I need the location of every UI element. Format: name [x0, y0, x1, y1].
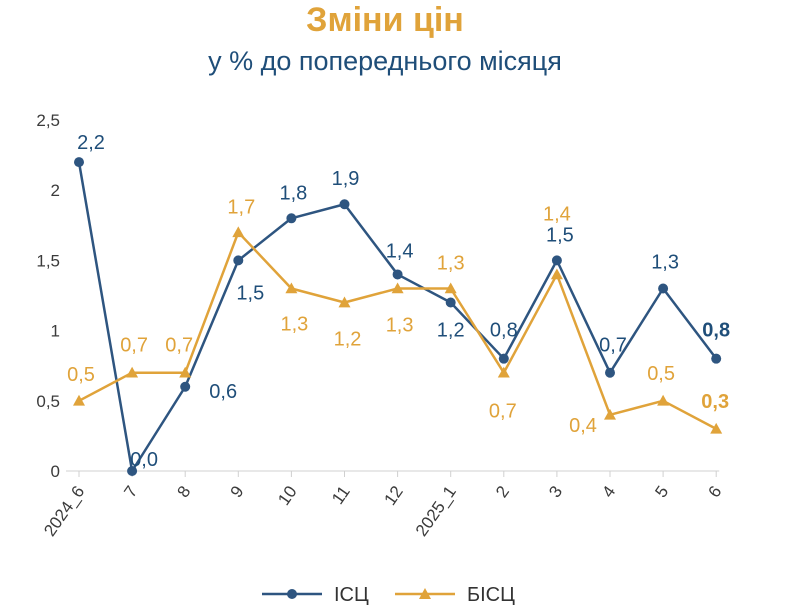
- bisc-point: [444, 282, 457, 294]
- isc-data-label: 0,0: [130, 449, 158, 471]
- bisc-data-label: 0,3: [701, 391, 729, 413]
- legend-isc-label: ІСЦ: [334, 584, 369, 606]
- y-tick-label: 2: [51, 181, 60, 200]
- bisc-point: [657, 394, 670, 406]
- bisc-point: [550, 268, 563, 280]
- legend-bisc-marker: [419, 588, 431, 599]
- bisc-data-label: 0,7: [489, 401, 517, 423]
- legend-isc-marker: [287, 589, 297, 599]
- x-tick-label: 9: [227, 482, 248, 501]
- bisc-point: [285, 282, 298, 294]
- bisc-point: [710, 422, 723, 434]
- bisc-point: [497, 366, 510, 378]
- isc-data-label: 0,8: [702, 320, 730, 342]
- isc-data-label: 0,8: [490, 320, 518, 342]
- isc-point: [286, 213, 297, 224]
- y-tick-label: 1: [51, 322, 60, 341]
- data-labels: 2,2 0,0 0,6 1,5 1,8 1,9 1,4 1,2 0,8 1,5 0,7 1,3 0,8 0…: [67, 132, 730, 471]
- isc-data-label: 1,4: [386, 240, 414, 262]
- x-tick-label: 2024_6: [40, 482, 88, 539]
- bisc-point: [179, 366, 192, 378]
- isc-point: [605, 367, 615, 378]
- isc-point: [445, 297, 456, 308]
- x-tick-label: 6: [704, 482, 725, 501]
- chart-title: Зміни цін: [306, 1, 464, 39]
- x-tick-label: 2: [492, 482, 513, 501]
- y-tick-label: 2,5: [36, 111, 60, 130]
- series-markers: [73, 157, 723, 476]
- bisc-point: [338, 296, 351, 308]
- isc-point: [339, 199, 350, 210]
- bisc-data-label: 0,7: [120, 335, 148, 357]
- isc-point: [711, 353, 722, 364]
- isc-point: [392, 269, 403, 280]
- y-tick-label: 1,5: [36, 251, 60, 270]
- x-tick-label: 12: [380, 482, 406, 508]
- x-tick-label: 2025_1: [412, 482, 460, 539]
- bisc-point: [73, 394, 85, 406]
- isc-data-label: 2,2: [77, 132, 105, 154]
- bisc-data-label: 1,3: [280, 313, 308, 335]
- x-tick-label: 4: [598, 482, 619, 501]
- isc-point: [74, 157, 84, 168]
- isc-data-label: 0,7: [599, 335, 627, 357]
- bisc-data-label: 1,3: [386, 314, 414, 336]
- bisc-data-label: 0,5: [67, 364, 95, 386]
- bisc-data-label: 0,7: [165, 335, 193, 357]
- x-tick-label: 11: [328, 482, 354, 507]
- isc-point: [233, 255, 244, 266]
- x-tick-label: 8: [173, 482, 194, 501]
- bisc-point: [126, 366, 139, 378]
- isc-point: [180, 381, 191, 392]
- x-tick-label: 5: [651, 482, 672, 501]
- isc-data-label: 1,8: [279, 182, 307, 204]
- bisc-data-label: 0,5: [647, 363, 675, 385]
- y-tick-label: 0,5: [36, 392, 60, 411]
- x-tick-label: 10: [274, 482, 300, 508]
- bisc-data-label: 0,4: [569, 415, 597, 437]
- isc-point: [658, 283, 669, 294]
- isc-point: [127, 466, 138, 476]
- isc-data-label: 1,9: [332, 168, 360, 190]
- bisc-point: [391, 282, 404, 294]
- chart-subtitle: у % до попереднього місяця: [208, 46, 562, 76]
- x-tick-label: 3: [545, 482, 566, 501]
- x-tick-label: 7: [120, 482, 141, 501]
- bisc-data-label: 1,7: [227, 196, 255, 218]
- bisc-data-label: 1,3: [437, 252, 465, 274]
- legend-bisc-label: БІСЦ: [467, 584, 515, 606]
- isc-point: [551, 255, 562, 266]
- isc-data-label: 1,5: [546, 224, 574, 246]
- y-tick-label: 0: [51, 462, 60, 481]
- bisc-point: [604, 408, 616, 420]
- legend: ІСЦ БІСЦ: [262, 584, 515, 606]
- isc-data-label: 0,6: [209, 381, 237, 403]
- bisc-data-label: 1,4: [543, 203, 571, 225]
- isc-data-label: 1,2: [437, 320, 465, 342]
- bisc-point: [232, 226, 245, 238]
- axes: 0 0,5 1 1,5 2 2,5 2024_6 7 8 9 10 11 12 2025_1 2 3 4 5 6: [36, 111, 725, 540]
- bisc-data-label: 1,2: [334, 329, 362, 351]
- isc-point: [498, 353, 509, 364]
- isc-data-label: 1,5: [236, 282, 264, 304]
- isc-data-label: 1,3: [651, 251, 679, 273]
